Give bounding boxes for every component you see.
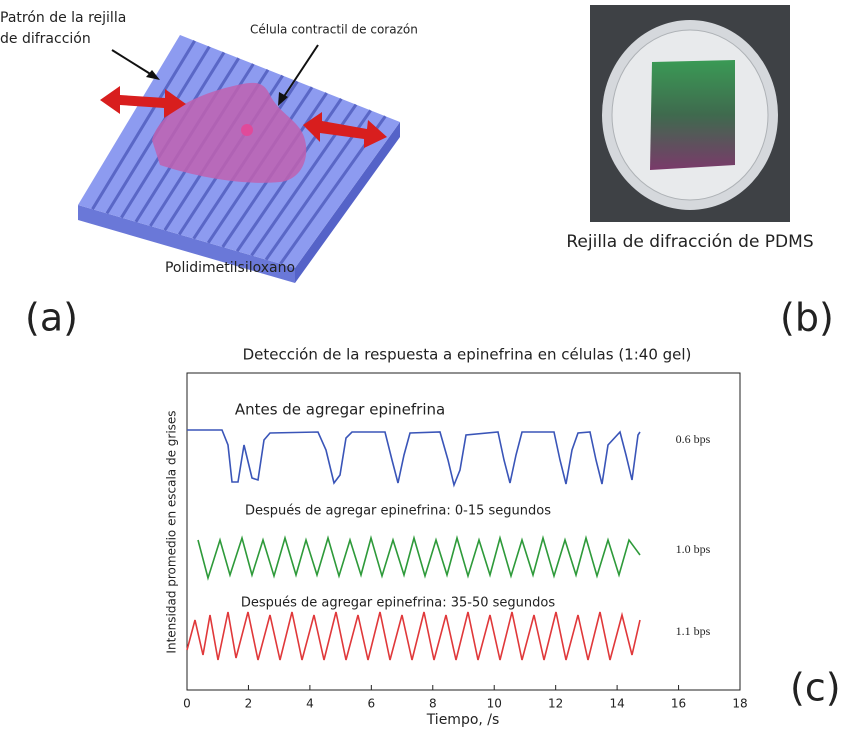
panel-tag: (a) bbox=[25, 296, 78, 340]
pointer bbox=[112, 50, 152, 75]
x-tick-label: 14 bbox=[609, 697, 624, 711]
plot-frame bbox=[187, 373, 740, 690]
trace bbox=[187, 612, 640, 660]
x-tick-label: 18 bbox=[732, 697, 747, 711]
y-axis-label: Intensidad promedio en escala de grises bbox=[165, 410, 179, 653]
nucleus bbox=[241, 124, 253, 136]
panel-c: Detección de la respuesta a epinefrina e… bbox=[165, 346, 841, 729]
rate-label: 0.6 bps bbox=[676, 432, 711, 446]
trace bbox=[198, 538, 640, 578]
x-tick-label: 12 bbox=[548, 697, 563, 711]
chart-title: Detección de la respuesta a epinefrina e… bbox=[243, 346, 692, 364]
x-axis-label: Tiempo, /s bbox=[426, 712, 500, 728]
material-label: Polidimetilsiloxano bbox=[165, 260, 295, 276]
panel-tag: (c) bbox=[790, 666, 841, 710]
x-tick-label: 16 bbox=[671, 697, 686, 711]
caption: Rejilla de difracción de PDMS bbox=[566, 232, 813, 252]
grating-label: Patrón de la rejilla bbox=[0, 10, 126, 26]
panel-b: Rejilla de difracción de PDMS (b) bbox=[566, 5, 833, 340]
x-tick-label: 0 bbox=[183, 697, 191, 711]
rate-label: 1.1 bps bbox=[676, 624, 711, 638]
x-tick-label: 6 bbox=[368, 697, 376, 711]
grating-label: de difracción bbox=[0, 31, 91, 47]
trace-label: Antes de agregar epinefrina bbox=[235, 401, 445, 419]
figure: Patrón de la rejilla de difracción Célul… bbox=[0, 0, 848, 739]
trace bbox=[187, 430, 640, 485]
panel-a: Patrón de la rejilla de difracción Célul… bbox=[0, 10, 418, 340]
panel-tag: (b) bbox=[780, 296, 834, 340]
cell-label: Célula contractil de corazón bbox=[250, 23, 418, 37]
trace-label: Después de agregar epinefrina: 35-50 seg… bbox=[241, 596, 555, 611]
rate-label: 1.0 bps bbox=[676, 542, 711, 556]
x-tick-label: 4 bbox=[306, 697, 314, 711]
x-tick-label: 8 bbox=[429, 697, 437, 711]
trace-label: Después de agregar epinefrina: 0-15 segu… bbox=[245, 504, 551, 519]
x-tick-label: 2 bbox=[245, 697, 253, 711]
x-tick-label: 10 bbox=[487, 697, 502, 711]
grating-film bbox=[650, 60, 735, 170]
